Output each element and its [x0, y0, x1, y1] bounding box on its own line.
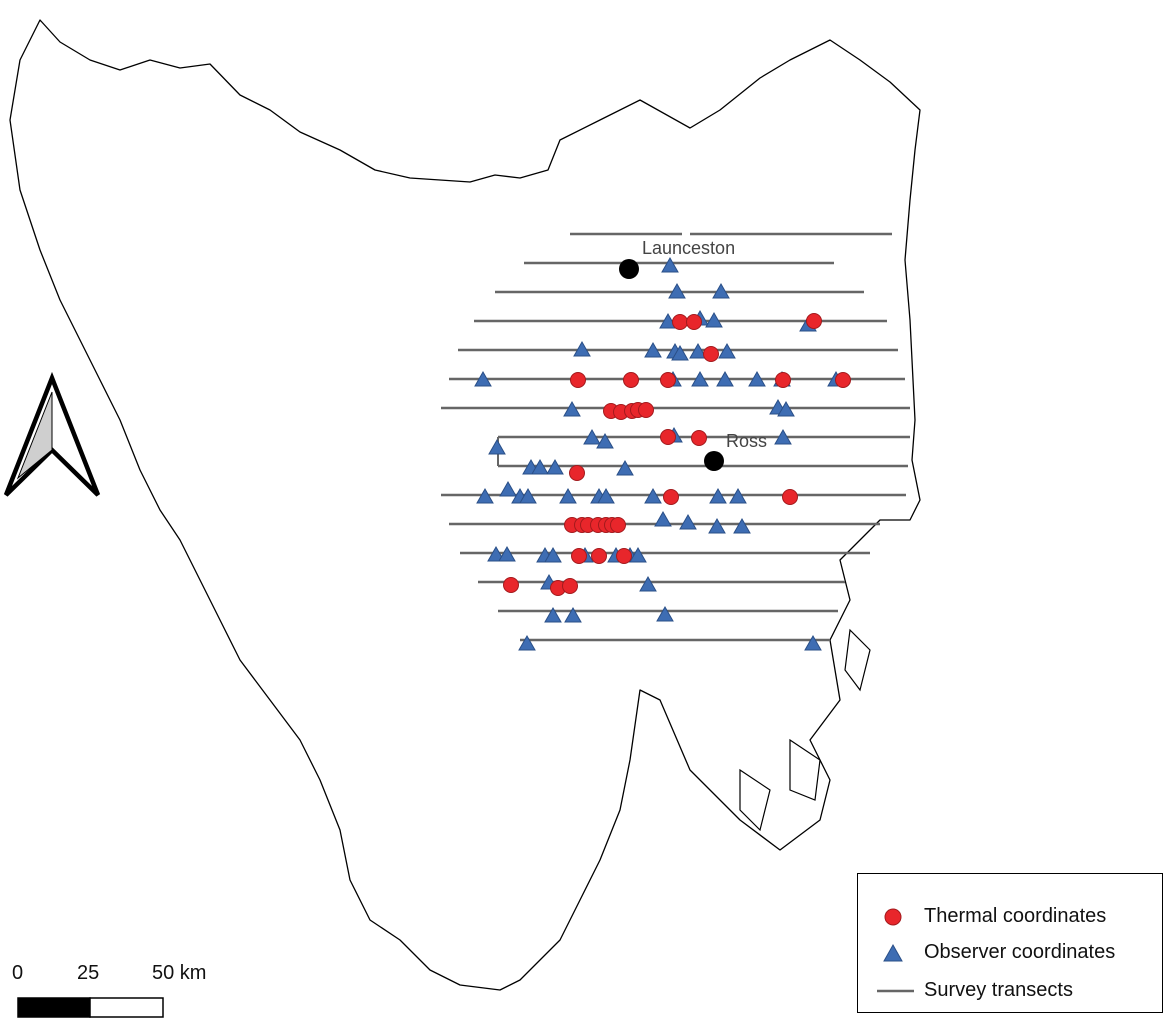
thermal-point-27 [571, 548, 587, 564]
observer-point-34 [499, 480, 517, 497]
observer-point-57 [544, 606, 562, 623]
legend-item-observer: Observer coordinates [858, 938, 1158, 968]
observer-point-26 [596, 432, 614, 449]
observer-point-28 [774, 428, 792, 445]
observer-triangle-icon [883, 943, 903, 962]
observer-point-3 [712, 282, 730, 299]
observer-point-40 [644, 487, 662, 504]
legend-item-thermal: Thermal coordinates [858, 902, 1158, 932]
observer-point-44 [679, 513, 697, 530]
observer-point-42 [729, 487, 747, 504]
legend-item-transect: Survey transects [858, 976, 1158, 1006]
observer-point-23 [777, 400, 795, 417]
observer-point-13 [718, 342, 736, 359]
observer-point-46 [733, 517, 751, 534]
thermal-point-15 [660, 429, 676, 445]
legend-label-observer: Observer coordinates [924, 941, 1116, 963]
thermal-point-5 [570, 372, 586, 388]
observer-point-47 [487, 545, 505, 562]
observer-point-43 [654, 510, 672, 527]
observer-point-21 [563, 400, 581, 417]
observer-point-48 [498, 545, 516, 562]
observer-point-2 [668, 282, 686, 299]
thermal-points [503, 313, 851, 596]
thermal-point-4 [703, 346, 719, 362]
scale-bar [17, 997, 164, 1018]
thermal-point-19 [782, 489, 798, 505]
observer-point-37 [559, 487, 577, 504]
observer-point-60 [518, 634, 536, 651]
observer-point-54 [629, 546, 647, 563]
observer-point-9 [644, 341, 662, 358]
observer-point-24 [488, 438, 506, 455]
observer-point-16 [691, 370, 709, 387]
thermal-point-7 [660, 372, 676, 388]
place-label-launceston: Launceston [642, 238, 736, 258]
ross-marker [704, 451, 724, 471]
thermal-point-6 [623, 372, 639, 388]
coastline [9, 19, 921, 991]
thermal-point-17 [569, 465, 585, 481]
observer-point-45 [708, 517, 726, 534]
observer-points [474, 256, 845, 651]
observer-point-8 [573, 340, 591, 357]
observer-point-4 [659, 312, 677, 329]
observer-point-58 [564, 606, 582, 623]
observer-point-6 [705, 311, 723, 328]
thermal-circle-icon [884, 908, 902, 926]
observer-point-11 [671, 344, 689, 361]
thermal-point-16 [691, 430, 707, 446]
observer-point-31 [546, 458, 564, 475]
observer-point-18 [748, 370, 766, 387]
launceston-marker [619, 259, 639, 279]
place-label-ross: Ross [726, 431, 768, 451]
observer-point-25 [583, 428, 601, 445]
observer-point-32 [616, 459, 634, 476]
observer-point-33 [476, 487, 494, 504]
legend: Thermal coordinates Observer coordinates… [857, 873, 1163, 1013]
thermal-point-32 [562, 578, 578, 594]
observer-point-50 [544, 546, 562, 563]
thermal-point-28 [591, 548, 607, 564]
observer-point-12 [689, 342, 707, 359]
thermal-point-1 [672, 314, 688, 330]
legend-label-thermal: Thermal coordinates [924, 905, 1107, 927]
observer-point-56 [639, 575, 657, 592]
north-arrow-icon [3, 371, 101, 497]
thermal-point-18 [663, 489, 679, 505]
scale-label-50: 50 km [152, 962, 207, 984]
thermal-point-26 [610, 517, 626, 533]
thermal-point-30 [503, 577, 519, 593]
scale-label-0: 0 [12, 962, 24, 984]
legend-label-transect: Survey transects [924, 979, 1073, 1001]
transect-line-icon [877, 989, 914, 993]
scale-label-25: 25 [77, 962, 100, 984]
thermal-point-9 [835, 372, 851, 388]
thermal-point-2 [686, 314, 702, 330]
observer-point-36 [519, 487, 537, 504]
observer-point-61 [804, 634, 822, 651]
observer-point-41 [709, 487, 727, 504]
thermal-point-8 [775, 372, 791, 388]
thermal-point-29 [616, 548, 632, 564]
observer-point-14 [474, 370, 492, 387]
thermal-point-14 [638, 402, 654, 418]
thermal-point-3 [806, 313, 822, 329]
observer-point-59 [656, 605, 674, 622]
observer-point-39 [597, 487, 615, 504]
observer-point-30 [531, 458, 549, 475]
coastline-east-islands [739, 628, 871, 832]
observer-point-1 [661, 256, 679, 273]
observer-point-17 [716, 370, 734, 387]
